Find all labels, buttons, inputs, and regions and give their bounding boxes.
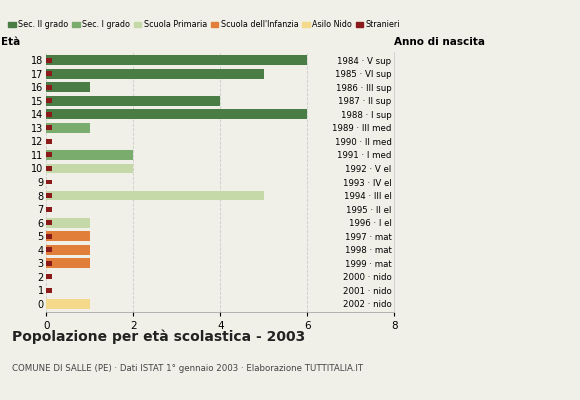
Bar bbox=[46, 152, 52, 157]
Bar bbox=[46, 71, 52, 76]
Text: Popolazione per età scolastica - 2003: Popolazione per età scolastica - 2003 bbox=[12, 330, 305, 344]
Text: COMUNE DI SALLE (PE) · Dati ISTAT 1° gennaio 2003 · Elaborazione TUTTITALIA.IT: COMUNE DI SALLE (PE) · Dati ISTAT 1° gen… bbox=[12, 364, 362, 373]
Bar bbox=[46, 110, 307, 119]
Bar bbox=[46, 150, 133, 160]
Bar bbox=[46, 125, 52, 130]
Bar bbox=[46, 234, 52, 239]
Bar bbox=[46, 274, 52, 279]
Bar bbox=[46, 207, 52, 212]
Bar bbox=[46, 288, 52, 293]
Bar bbox=[46, 55, 307, 65]
Bar bbox=[46, 245, 90, 254]
Bar bbox=[46, 112, 52, 117]
Bar bbox=[46, 123, 90, 133]
Bar bbox=[46, 166, 52, 171]
Bar bbox=[46, 180, 52, 184]
Bar bbox=[46, 258, 90, 268]
Bar bbox=[46, 164, 133, 173]
Bar bbox=[46, 85, 52, 90]
Bar bbox=[46, 58, 52, 62]
Text: Età: Età bbox=[1, 37, 20, 47]
Bar bbox=[46, 231, 90, 241]
Bar bbox=[46, 191, 264, 200]
Bar bbox=[46, 139, 52, 144]
Bar bbox=[46, 96, 220, 106]
Bar bbox=[46, 247, 52, 252]
Bar bbox=[46, 220, 52, 225]
Bar bbox=[46, 82, 90, 92]
Bar bbox=[46, 218, 90, 228]
Bar bbox=[46, 299, 90, 309]
Bar bbox=[46, 193, 52, 198]
Bar bbox=[46, 98, 52, 103]
Bar bbox=[46, 69, 264, 78]
Bar bbox=[46, 261, 52, 266]
Text: Anno di nascita: Anno di nascita bbox=[394, 37, 485, 47]
Legend: Sec. II grado, Sec. I grado, Scuola Primaria, Scuola dell'Infanzia, Asilo Nido, : Sec. II grado, Sec. I grado, Scuola Prim… bbox=[5, 17, 404, 32]
